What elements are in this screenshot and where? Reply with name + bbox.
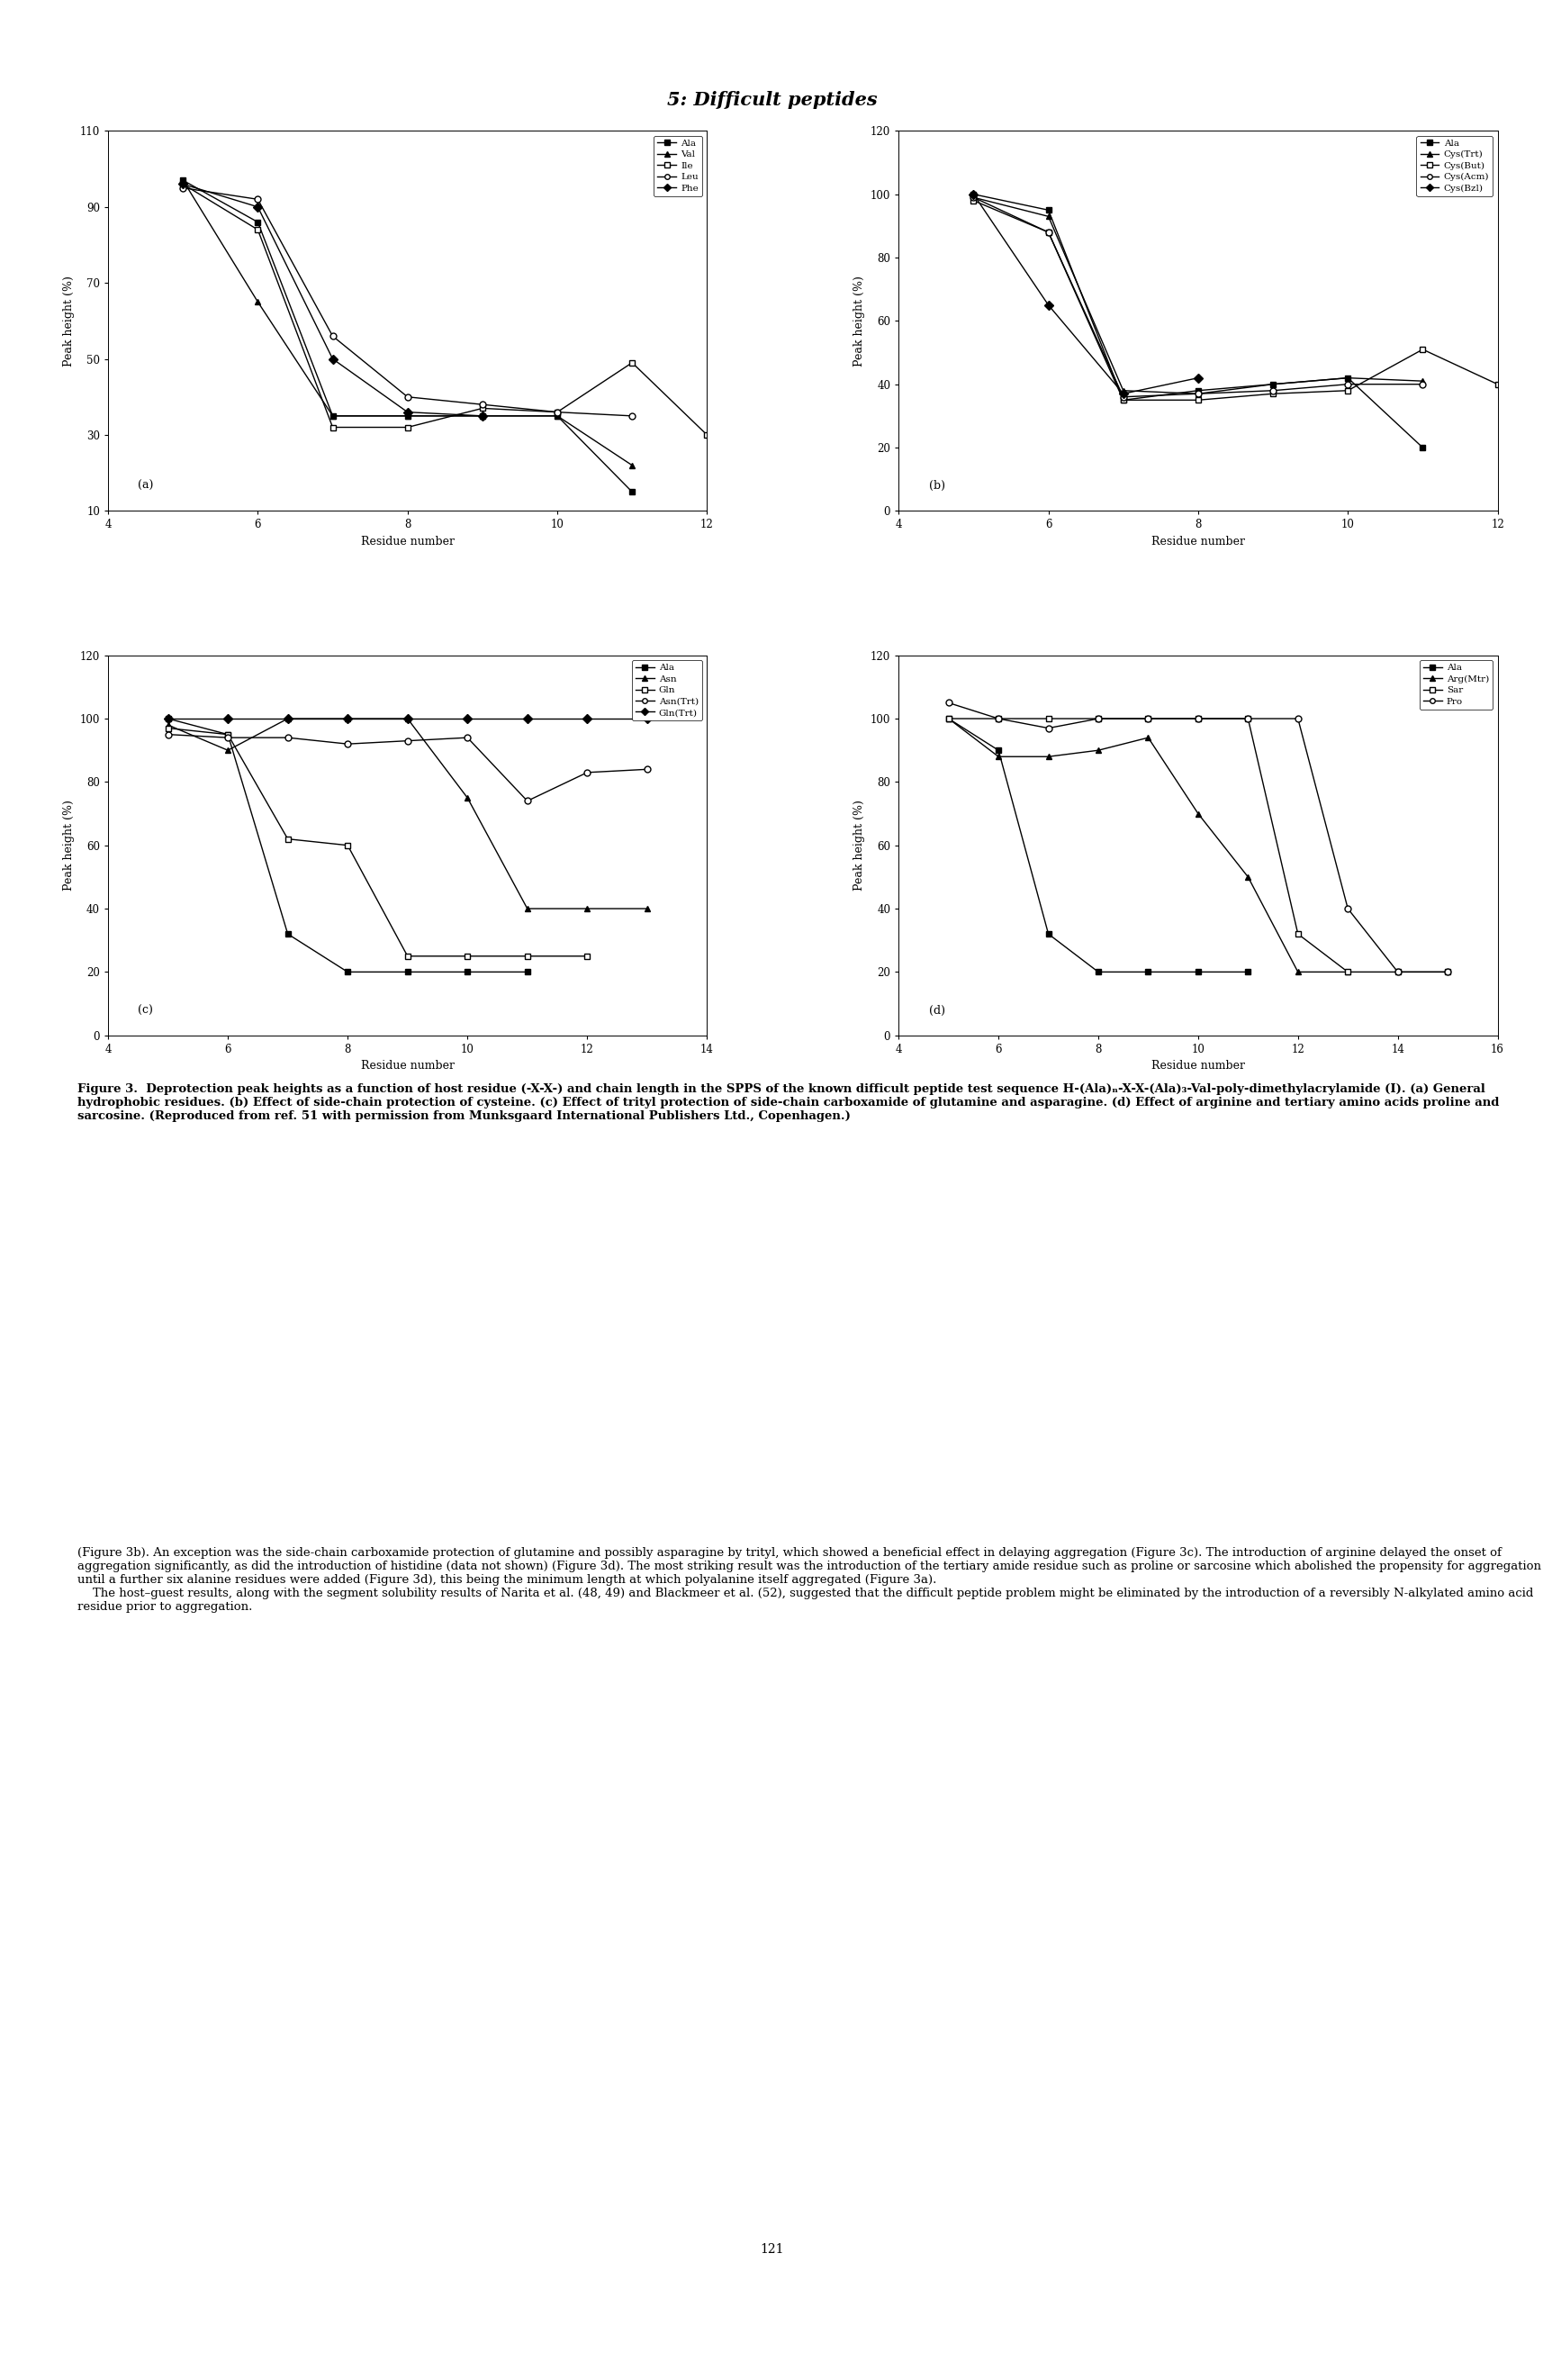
Text: (d): (d)	[927, 1004, 944, 1016]
X-axis label: Residue number: Residue number	[361, 1059, 454, 1071]
Text: (c): (c)	[137, 1004, 153, 1016]
Y-axis label: Peak height (%): Peak height (%)	[63, 276, 76, 367]
X-axis label: Residue number: Residue number	[1151, 1059, 1244, 1071]
Text: Figure 3.  Deprotection peak heights as a function of host residue (-X-X-) and c: Figure 3. Deprotection peak heights as a…	[77, 1083, 1498, 1121]
Text: 5: Difficult peptides: 5: Difficult peptides	[667, 90, 876, 109]
Y-axis label: Peak height (%): Peak height (%)	[63, 800, 74, 890]
Text: (b): (b)	[927, 481, 944, 493]
X-axis label: Residue number: Residue number	[361, 536, 454, 547]
Text: (Figure 3b). An exception was the side-chain carboxamide protection of glutamine: (Figure 3b). An exception was the side-c…	[77, 1547, 1540, 1614]
Legend: Ala, Cys(Trt), Cys(But), Cys(Acm), Cys(Bzl): Ala, Cys(Trt), Cys(But), Cys(Acm), Cys(B…	[1415, 136, 1492, 195]
Legend: Ala, Arg(Mtr), Sar, Pro: Ala, Arg(Mtr), Sar, Pro	[1418, 659, 1492, 709]
X-axis label: Residue number: Residue number	[1151, 536, 1244, 547]
Y-axis label: Peak height (%): Peak height (%)	[853, 276, 866, 367]
Legend: Ala, Val, Ile, Leu, Phe: Ala, Val, Ile, Leu, Phe	[653, 136, 702, 195]
Text: (a): (a)	[137, 481, 154, 493]
Text: 121: 121	[759, 2242, 784, 2256]
Y-axis label: Peak height (%): Peak height (%)	[853, 800, 866, 890]
Legend: Ala, Asn, Gln, Asn(Trt), Gln(Trt): Ala, Asn, Gln, Asn(Trt), Gln(Trt)	[631, 659, 702, 721]
